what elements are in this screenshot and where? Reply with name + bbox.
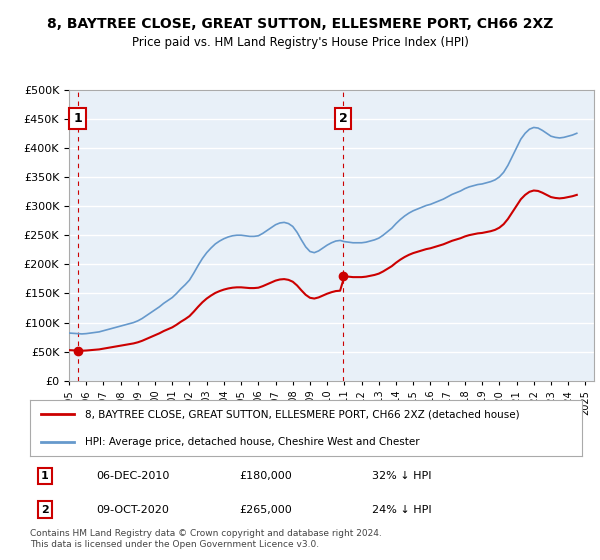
Text: HPI: Average price, detached house, Cheshire West and Chester: HPI: Average price, detached house, Ches… [85, 437, 420, 447]
Text: £180,000: £180,000 [240, 471, 293, 481]
Text: 09-OCT-2020: 09-OCT-2020 [96, 505, 169, 515]
Text: 06-DEC-2010: 06-DEC-2010 [96, 471, 170, 481]
Text: 2: 2 [41, 505, 49, 515]
Text: 1: 1 [73, 112, 82, 125]
Text: Contains HM Land Registry data © Crown copyright and database right 2024.
This d: Contains HM Land Registry data © Crown c… [30, 529, 382, 549]
Text: 32% ↓ HPI: 32% ↓ HPI [372, 471, 432, 481]
Text: 8, BAYTREE CLOSE, GREAT SUTTON, ELLESMERE PORT, CH66 2XZ (detached house): 8, BAYTREE CLOSE, GREAT SUTTON, ELLESMER… [85, 409, 520, 419]
Text: 8, BAYTREE CLOSE, GREAT SUTTON, ELLESMERE PORT, CH66 2XZ: 8, BAYTREE CLOSE, GREAT SUTTON, ELLESMER… [47, 17, 553, 31]
Text: 1: 1 [41, 471, 49, 481]
Text: £265,000: £265,000 [240, 505, 293, 515]
Text: 24% ↓ HPI: 24% ↓ HPI [372, 505, 432, 515]
Text: 2: 2 [338, 112, 347, 125]
Text: Price paid vs. HM Land Registry's House Price Index (HPI): Price paid vs. HM Land Registry's House … [131, 36, 469, 49]
